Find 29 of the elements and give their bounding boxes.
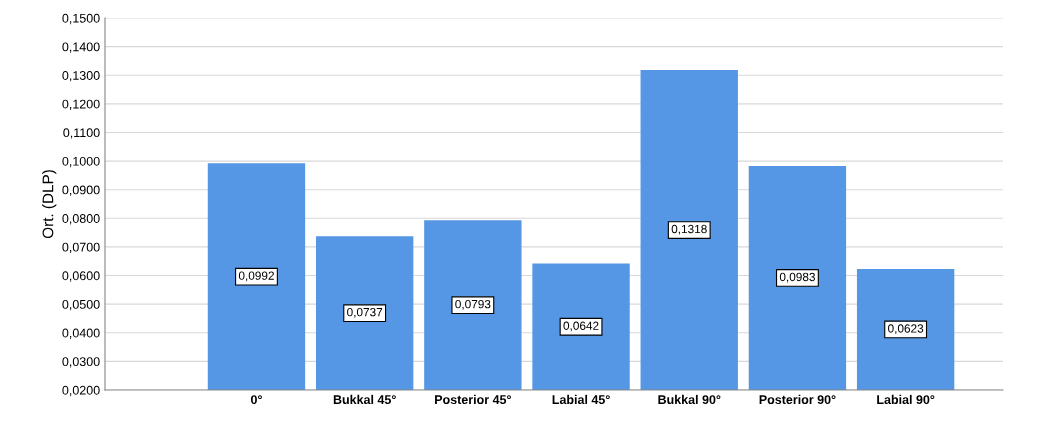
y-tick-label: 0,0300: [62, 357, 100, 368]
y-tick-label: 0,1100: [63, 128, 100, 139]
y-tick-label: 0,1000: [62, 156, 100, 168]
y-tick-label: 0,1200: [62, 99, 100, 110]
y-tick-label: 0,0900: [62, 185, 100, 196]
x-tick-label: Labial 45°: [552, 394, 610, 405]
y-tick-label: 0,0700: [62, 242, 100, 254]
data-label: 0,0737: [347, 307, 383, 318]
x-tick-label: Bukkal 45°: [333, 394, 396, 405]
x-tick-label: Bukkal 90°: [658, 394, 721, 405]
x-tick-label: Labial 90°: [877, 394, 935, 405]
y-tick-label: 0,1300: [62, 71, 100, 82]
y-tick-label: 0,0500: [62, 299, 100, 311]
data-label: 0,1318: [671, 224, 707, 235]
y-tick-label: 0,0800: [62, 214, 100, 225]
x-tick-label: Posterior 90°: [759, 394, 836, 405]
data-label: 0,0793: [455, 299, 491, 310]
y-tick-label: 0,1500: [62, 13, 100, 25]
data-label: 0,0983: [779, 272, 815, 283]
y-axis-title: Ort. (DLP): [42, 170, 57, 239]
data-label: 0,0642: [563, 321, 599, 332]
y-tick-label: 0,1400: [62, 42, 100, 53]
x-tick-label: 0°: [250, 395, 262, 405]
x-tick-label: Posterior 45°: [435, 394, 511, 405]
y-tick-label: 0,0600: [62, 271, 100, 282]
data-label: 0,0992: [238, 271, 274, 282]
y-tick-label: 0,0400: [62, 328, 100, 339]
data-label: 0,0623: [888, 324, 924, 335]
y-tick-label: 0,0200: [62, 385, 100, 397]
